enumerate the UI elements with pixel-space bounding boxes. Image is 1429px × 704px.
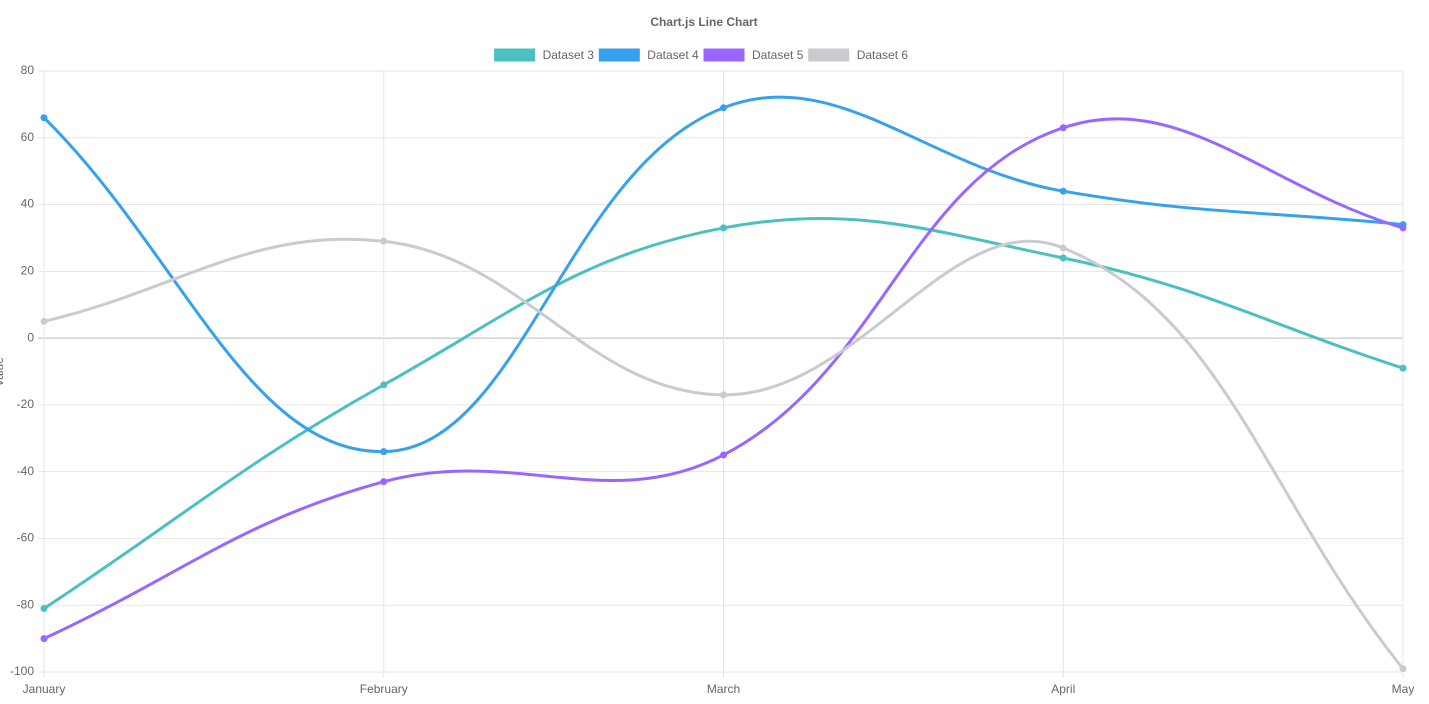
series-line — [42, 95, 1404, 454]
legend-swatch — [703, 48, 745, 62]
chart-title: Chart.js Line Chart — [650, 15, 757, 29]
x-tick-label: May — [1392, 682, 1415, 696]
data-point — [1059, 124, 1067, 132]
data-point — [380, 381, 388, 389]
y-axis-label: Value — [0, 357, 6, 387]
series-line — [43, 117, 1404, 640]
legend-label: Dataset 3 — [543, 48, 595, 62]
data-point — [720, 391, 727, 399]
x-tick-label: February — [360, 682, 408, 696]
legend-swatch — [598, 48, 640, 62]
data-point — [720, 451, 727, 459]
series-line — [43, 237, 1405, 670]
data-point — [40, 635, 48, 643]
y-tick-label: -40 — [17, 464, 35, 478]
y-tick-label: 0 — [27, 330, 34, 344]
data-point — [1399, 665, 1407, 673]
series-line — [43, 217, 1404, 610]
y-tick-label: -20 — [17, 397, 35, 411]
data-point — [1059, 244, 1067, 252]
data-point — [720, 104, 727, 112]
data-point — [1399, 364, 1407, 372]
legend-swatch — [808, 48, 850, 62]
legend-label: Dataset 5 — [752, 48, 804, 62]
x-tick-label: January — [23, 682, 66, 696]
data-point — [380, 478, 388, 486]
data-point — [40, 114, 48, 122]
x-tick-label: March — [707, 682, 740, 696]
y-tick-label: 80 — [21, 63, 35, 77]
y-tick-label: 20 — [21, 264, 35, 278]
legend-label: Dataset 6 — [857, 48, 909, 62]
y-tick-label: -80 — [17, 597, 35, 611]
y-tick-label: 40 — [21, 197, 35, 211]
y-tick-label: -60 — [17, 531, 35, 545]
data-point — [1059, 254, 1067, 262]
data-point — [380, 237, 388, 245]
data-point — [720, 224, 727, 232]
x-tick-label: April — [1051, 682, 1075, 696]
data-point — [1399, 224, 1407, 232]
data-point — [1059, 187, 1067, 195]
y-tick-label: 60 — [21, 130, 35, 144]
legend-label: Dataset 4 — [647, 48, 699, 62]
legend-swatch — [494, 48, 536, 62]
data-point — [40, 605, 48, 613]
data-point — [380, 448, 388, 456]
data-point — [40, 317, 48, 325]
y-tick-label: -100 — [10, 664, 34, 678]
